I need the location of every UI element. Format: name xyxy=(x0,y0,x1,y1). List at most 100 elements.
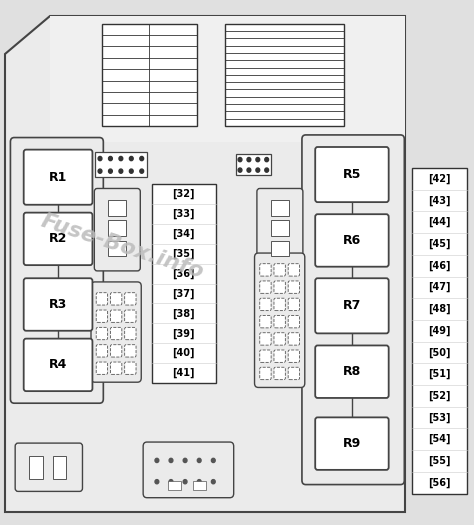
Circle shape xyxy=(211,480,215,484)
Text: [56]: [56] xyxy=(428,478,451,488)
Text: [42]: [42] xyxy=(428,174,451,184)
Text: [55]: [55] xyxy=(428,456,451,466)
FancyBboxPatch shape xyxy=(96,362,108,374)
FancyBboxPatch shape xyxy=(288,264,300,276)
Circle shape xyxy=(247,168,251,172)
Text: [43]: [43] xyxy=(428,195,451,206)
Bar xyxy=(168,481,181,490)
FancyBboxPatch shape xyxy=(260,281,271,293)
Text: R7: R7 xyxy=(343,299,361,312)
FancyBboxPatch shape xyxy=(315,345,389,398)
FancyBboxPatch shape xyxy=(125,345,136,357)
Text: [50]: [50] xyxy=(428,348,451,358)
Circle shape xyxy=(247,158,251,162)
Bar xyxy=(271,201,289,216)
Text: R2: R2 xyxy=(49,233,67,245)
Text: [38]: [38] xyxy=(173,308,195,319)
FancyBboxPatch shape xyxy=(288,316,300,328)
Circle shape xyxy=(238,158,242,162)
Circle shape xyxy=(256,158,260,162)
FancyBboxPatch shape xyxy=(315,147,389,202)
FancyBboxPatch shape xyxy=(110,345,122,357)
FancyBboxPatch shape xyxy=(315,214,389,267)
Circle shape xyxy=(109,156,112,161)
FancyBboxPatch shape xyxy=(288,281,300,293)
Text: R6: R6 xyxy=(343,234,361,247)
FancyBboxPatch shape xyxy=(260,298,271,311)
Circle shape xyxy=(155,480,159,484)
FancyBboxPatch shape xyxy=(274,281,285,293)
Circle shape xyxy=(169,458,173,463)
FancyBboxPatch shape xyxy=(257,188,303,271)
Circle shape xyxy=(183,480,187,484)
FancyBboxPatch shape xyxy=(125,293,136,305)
FancyBboxPatch shape xyxy=(96,310,108,322)
Text: [51]: [51] xyxy=(428,369,451,379)
Circle shape xyxy=(98,156,102,161)
Bar xyxy=(102,24,197,126)
FancyBboxPatch shape xyxy=(125,328,136,340)
Text: R4: R4 xyxy=(49,359,67,371)
FancyBboxPatch shape xyxy=(274,316,285,328)
Bar xyxy=(192,481,206,490)
Text: [41]: [41] xyxy=(173,368,195,379)
Bar xyxy=(53,456,66,479)
FancyBboxPatch shape xyxy=(260,333,271,345)
FancyBboxPatch shape xyxy=(96,345,108,357)
Circle shape xyxy=(197,458,201,463)
FancyBboxPatch shape xyxy=(110,328,122,340)
Bar xyxy=(225,24,344,126)
Text: [36]: [36] xyxy=(173,268,195,279)
Circle shape xyxy=(155,458,159,463)
FancyBboxPatch shape xyxy=(288,333,300,345)
Bar xyxy=(29,456,43,479)
Bar xyxy=(50,16,405,142)
FancyBboxPatch shape xyxy=(24,213,92,265)
Text: Fuse-Box.info: Fuse-Box.info xyxy=(38,211,206,282)
Bar xyxy=(152,184,216,383)
FancyBboxPatch shape xyxy=(288,368,300,380)
FancyBboxPatch shape xyxy=(260,316,271,328)
Text: R9: R9 xyxy=(343,437,361,450)
Circle shape xyxy=(129,169,133,173)
FancyBboxPatch shape xyxy=(302,135,404,485)
FancyBboxPatch shape xyxy=(94,188,140,271)
Bar xyxy=(108,201,127,216)
Circle shape xyxy=(183,458,187,463)
Bar xyxy=(108,240,127,256)
Circle shape xyxy=(238,168,242,172)
Bar xyxy=(271,240,289,256)
FancyBboxPatch shape xyxy=(260,350,271,362)
FancyBboxPatch shape xyxy=(288,350,300,362)
Circle shape xyxy=(140,156,144,161)
Circle shape xyxy=(140,169,144,173)
Text: [45]: [45] xyxy=(428,239,451,249)
FancyBboxPatch shape xyxy=(288,298,300,311)
Text: [35]: [35] xyxy=(173,248,195,259)
Text: R8: R8 xyxy=(343,365,361,378)
Bar xyxy=(412,168,467,493)
FancyBboxPatch shape xyxy=(260,264,271,276)
Bar xyxy=(236,154,271,175)
FancyBboxPatch shape xyxy=(110,362,122,374)
FancyBboxPatch shape xyxy=(125,310,136,322)
Text: [39]: [39] xyxy=(173,328,195,339)
FancyBboxPatch shape xyxy=(274,333,285,345)
Bar xyxy=(95,152,147,177)
Text: [47]: [47] xyxy=(428,282,451,292)
FancyBboxPatch shape xyxy=(274,368,285,380)
FancyBboxPatch shape xyxy=(274,298,285,311)
Circle shape xyxy=(169,480,173,484)
Circle shape xyxy=(256,168,260,172)
Text: [52]: [52] xyxy=(428,391,451,401)
FancyBboxPatch shape xyxy=(96,328,108,340)
FancyBboxPatch shape xyxy=(91,282,141,382)
Text: [53]: [53] xyxy=(428,413,451,423)
FancyBboxPatch shape xyxy=(274,350,285,362)
Text: [32]: [32] xyxy=(173,188,195,199)
Bar xyxy=(108,220,127,236)
Circle shape xyxy=(98,169,102,173)
Text: R3: R3 xyxy=(49,298,67,311)
FancyBboxPatch shape xyxy=(315,417,389,470)
Circle shape xyxy=(119,169,123,173)
